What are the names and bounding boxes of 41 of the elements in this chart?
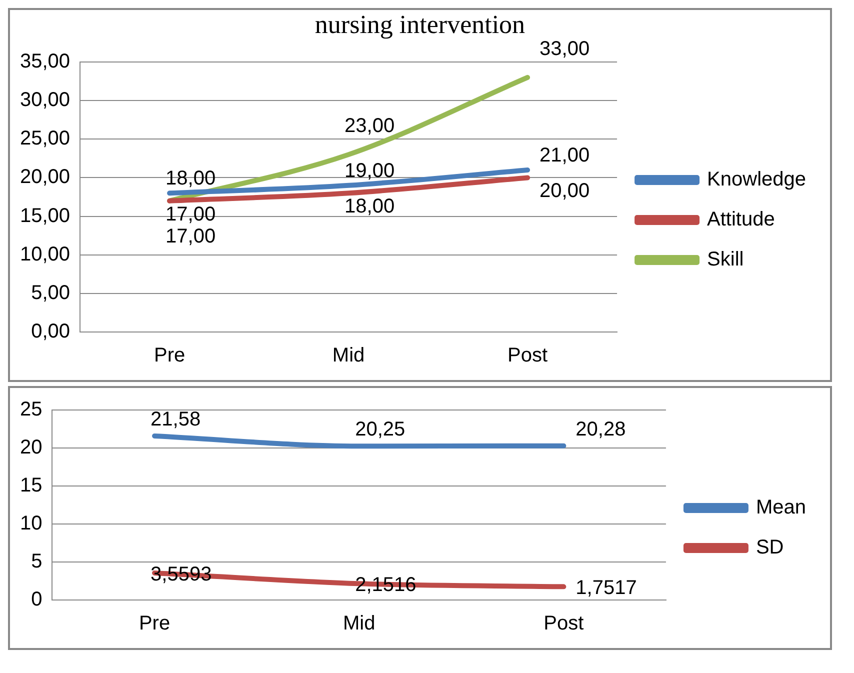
chart-title: nursing intervention [314, 10, 526, 39]
data-label: 19,00 [344, 160, 395, 182]
y-tick-label: 10,00 [20, 243, 70, 266]
legend-label: Skill [707, 248, 744, 271]
y-tick-label: 20 [20, 436, 42, 459]
data-label: 33,00 [540, 38, 590, 60]
data-label: 21,00 [540, 144, 590, 167]
x-tick-label: Pre [154, 344, 186, 367]
data-label: 18,00 [166, 168, 216, 190]
data-label: 17,00 [166, 225, 216, 248]
y-tick-label: 25 [20, 398, 42, 421]
y-tick-label: 0,00 [31, 320, 70, 343]
data-label: 21,58 [150, 408, 201, 431]
data-label: 1,7517 [576, 577, 637, 600]
x-tick-label: Post [508, 344, 548, 367]
legend-label: Knowledge [707, 168, 806, 191]
y-tick-label: 10 [20, 512, 42, 535]
x-tick-label: Mid [342, 612, 376, 635]
data-label: 20,28 [576, 418, 626, 440]
legend-label: Attitude [707, 208, 775, 231]
legend-label: SD [756, 536, 784, 559]
x-tick-label: Pre [138, 612, 170, 635]
data-label: 3,5593 [150, 563, 212, 586]
y-tick-label: 0 [31, 588, 42, 611]
y-tick-label: 15 [20, 474, 42, 497]
y-tick-label: 20,00 [20, 166, 70, 188]
y-tick-label: 35,00 [20, 50, 70, 73]
x-tick-label: Post [544, 612, 584, 635]
y-tick-label: 25,00 [20, 128, 70, 150]
data-label: 20,25 [355, 418, 406, 441]
y-tick-label: 15,00 [20, 204, 70, 227]
data-label: 2,1516 [355, 574, 416, 596]
x-tick-label: Mid [332, 344, 365, 367]
data-label: 17,00 [166, 203, 216, 226]
data-label: 18,00 [344, 196, 395, 218]
y-tick-label: 5,00 [31, 282, 70, 304]
legend-label: Mean [756, 496, 806, 519]
y-tick-label: 30,00 [20, 89, 70, 112]
data-label: 20,00 [540, 180, 590, 202]
data-label: 23,00 [344, 115, 395, 138]
y-tick-label: 5 [31, 550, 42, 573]
